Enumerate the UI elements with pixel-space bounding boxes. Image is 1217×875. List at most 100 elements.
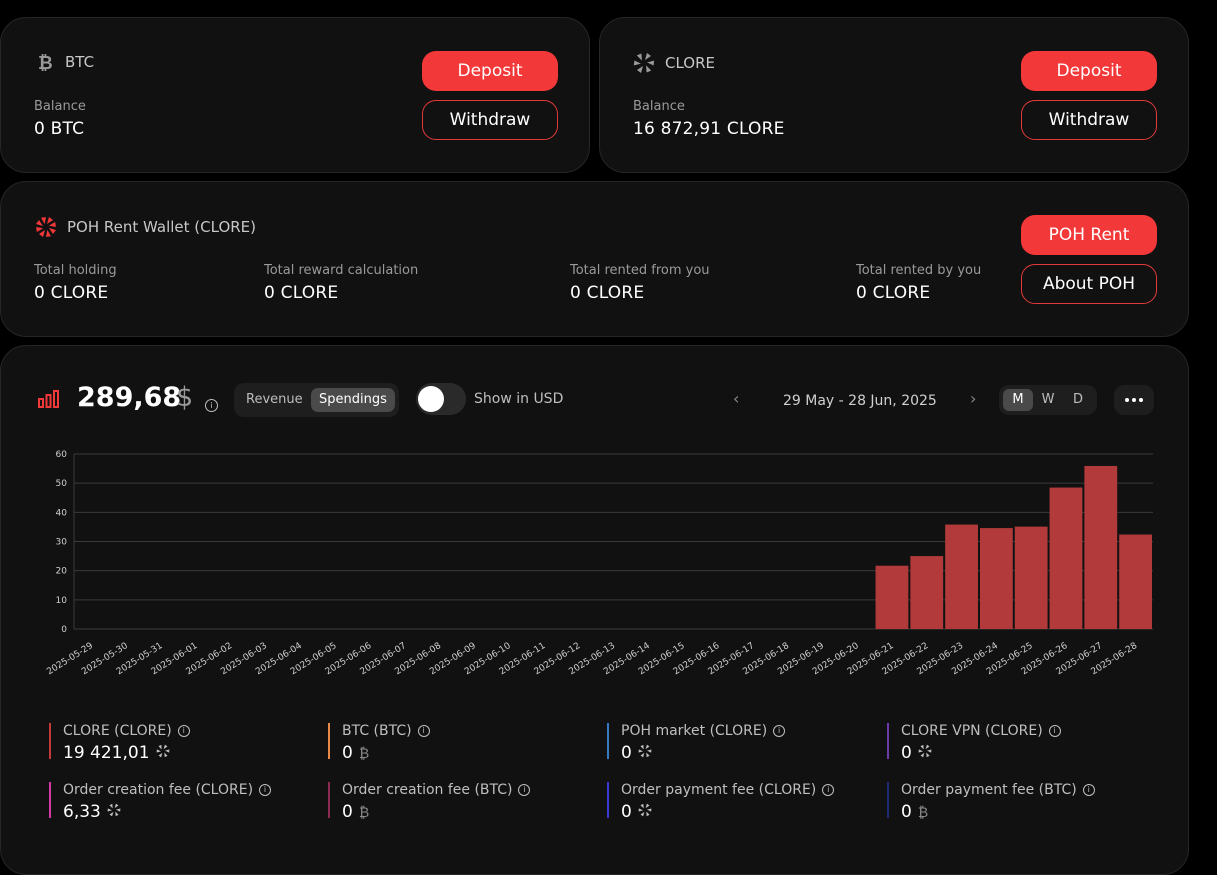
legend-value: 0 [342, 802, 353, 822]
tab-spendings[interactable]: Spendings [311, 388, 395, 412]
clore-deposit-button[interactable]: Deposit [1021, 51, 1157, 91]
spendings-chart: 01020304050602025-05-292025-05-302025-05… [45, 450, 1153, 677]
btc-withdraw-button[interactable]: Withdraw [422, 100, 558, 140]
btc-icon: ₿ [38, 53, 53, 72]
legend-item: Order creation fee (CLORE) i 6,33 [49, 782, 272, 822]
usd-toggle-knob [418, 386, 444, 412]
poh-stat-value: 0 CLORE [34, 283, 109, 303]
clore-icon [638, 802, 652, 822]
legend-value: 0 [901, 743, 912, 763]
poh-wallet-title: POH Rent Wallet (CLORE) [67, 218, 257, 236]
clore-icon [638, 743, 652, 763]
clore-wallet-title: CLORE [665, 54, 716, 72]
clore-wallet-card: CLORE Balance 16 872,91 CLORE Deposit Wi… [599, 17, 1189, 173]
chart-bar [1084, 465, 1118, 629]
legend-value: 19 421,01 [63, 743, 150, 763]
btc-balance-label: Balance [34, 99, 86, 114]
poh-wallet-header: POH Rent Wallet (CLORE) [35, 216, 256, 238]
btc-icon: ₿ [917, 804, 929, 821]
legend-item: Order creation fee (BTC) i 0 ₿ [328, 782, 531, 822]
info-icon[interactable]: i [822, 784, 835, 796]
legend-color-bar [607, 782, 609, 818]
period-month[interactable]: M [1003, 389, 1033, 411]
y-tick-label: 30 [56, 538, 68, 548]
date-range: 29 May - 28 Jun, 2025 [783, 393, 937, 409]
legend-value: 0 [621, 743, 632, 763]
legend-color-bar [328, 782, 330, 818]
tab-revenue[interactable]: Revenue [246, 392, 303, 407]
btc-icon: ₿ [358, 745, 370, 762]
legend-name: POH market (CLORE) [621, 723, 768, 739]
poh-stat-label: Total rented from you [570, 263, 710, 278]
chart-bar [1119, 534, 1152, 629]
poh-stat-value: 0 CLORE [856, 283, 931, 303]
legend-item: BTC (BTC) i 0 ₿ [328, 723, 430, 763]
poh-stat-label: Total holding [34, 263, 117, 278]
info-icon[interactable]: i [773, 725, 786, 737]
chart-bar [875, 565, 909, 629]
info-icon[interactable]: i [259, 784, 272, 796]
usd-toggle[interactable] [416, 383, 466, 415]
chart-bar [979, 528, 1013, 629]
legend-color-bar [49, 723, 51, 759]
clore-icon [156, 743, 170, 763]
next-range-icon[interactable]: › [970, 389, 977, 408]
total-info-icon[interactable]: i [205, 393, 218, 412]
usd-toggle-label: Show in USD [474, 391, 564, 407]
info-icon[interactable]: i [1082, 784, 1095, 796]
prev-range-icon[interactable]: ‹ [733, 389, 740, 408]
btc-balance-value: 0 BTC [34, 119, 85, 139]
clore-withdraw-button[interactable]: Withdraw [1021, 100, 1157, 140]
y-tick-label: 10 [56, 596, 68, 606]
legend-item: Order payment fee (BTC) i 0 ₿ [887, 782, 1095, 822]
btc-wallet-title: BTC [65, 53, 95, 71]
legend-color-bar [887, 782, 889, 818]
clore-balance-value: 16 872,91 CLORE [633, 119, 785, 139]
legend-name: CLORE VPN (CLORE) [901, 723, 1043, 739]
poh-rent-button[interactable]: POH Rent [1021, 215, 1157, 255]
period-day[interactable]: D [1072, 392, 1083, 407]
info-icon[interactable]: i [417, 725, 430, 737]
legend-item: CLORE VPN (CLORE) i 0 [887, 723, 1061, 763]
legend-name: Order creation fee (CLORE) [63, 782, 254, 798]
chart-bar [910, 556, 944, 629]
info-icon[interactable]: i [177, 725, 190, 737]
legend-color-bar [607, 723, 609, 759]
poh-wallet-card: POH Rent Wallet (CLORE) Total holding 0 … [0, 181, 1189, 337]
clore-icon [633, 53, 655, 73]
legend-name: Order creation fee (BTC) [342, 782, 513, 798]
legend-name: Order payment fee (CLORE) [621, 782, 817, 798]
period-week[interactable]: W [1041, 392, 1055, 407]
currency-symbol: $ [176, 382, 194, 413]
more-options-button[interactable] [1114, 385, 1154, 415]
legend-item: CLORE (CLORE) i 19 421,01 [49, 723, 190, 763]
poh-icon [36, 217, 56, 237]
btc-wallet-card: ₿ BTC Balance 0 BTC Deposit Withdraw [0, 17, 590, 173]
poh-stat-label: Total rented by you [856, 263, 982, 278]
btc-wallet-header: ₿ BTC [35, 52, 94, 72]
legend-value: 0 [901, 802, 912, 822]
info-icon[interactable]: i [518, 784, 531, 796]
legend-color-bar [49, 782, 51, 818]
about-poh-button[interactable]: About POH [1021, 264, 1157, 304]
y-tick-label: 40 [56, 508, 68, 518]
clore-icon [918, 743, 932, 763]
info-icon[interactable]: i [1048, 725, 1061, 737]
clore-wallet-header: CLORE [633, 52, 715, 74]
legend-value: 0 [342, 743, 353, 763]
period-selector: M W D [999, 385, 1097, 415]
chart-bar [1049, 487, 1083, 629]
total-amount: 289,68 [77, 382, 182, 413]
clore-icon [107, 802, 121, 822]
poh-stat-label: Total reward calculation [264, 263, 419, 278]
poh-stat-value: 0 CLORE [570, 283, 645, 303]
btc-icon: ₿ [358, 804, 370, 821]
btc-deposit-button[interactable]: Deposit [422, 51, 558, 91]
spendings-panel: 289,68 $ i Revenue Spendings Show in USD… [0, 345, 1189, 875]
chart-bar [945, 524, 978, 629]
y-tick-label: 0 [61, 625, 67, 635]
legend-name: BTC (BTC) [342, 723, 412, 739]
y-tick-label: 60 [56, 450, 68, 460]
clore-balance-label: Balance [633, 99, 685, 114]
chart-bar [1014, 526, 1048, 629]
